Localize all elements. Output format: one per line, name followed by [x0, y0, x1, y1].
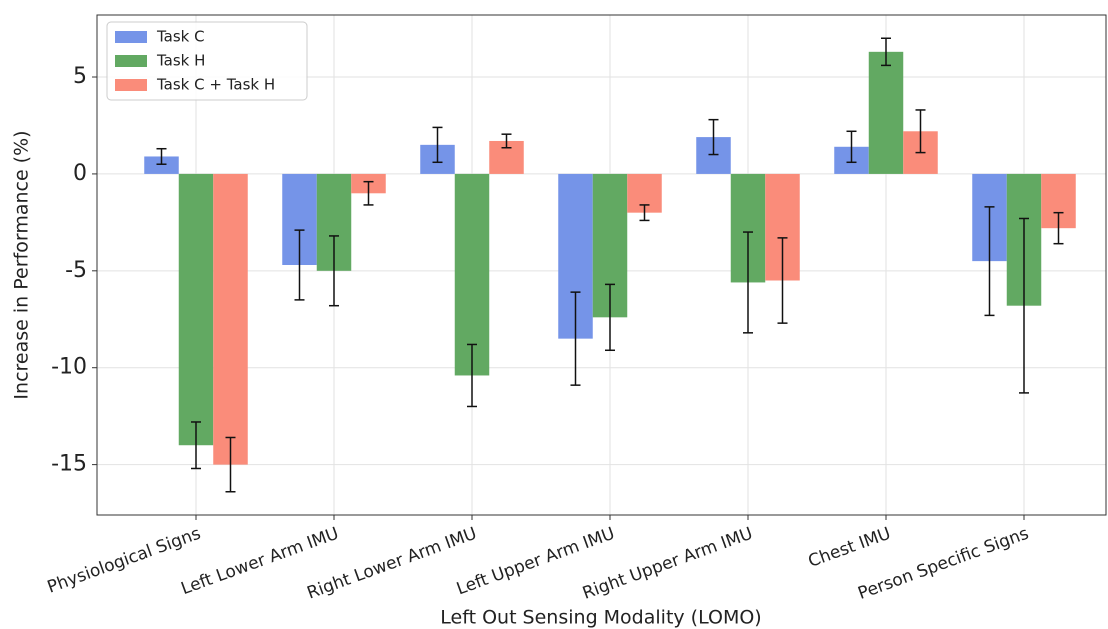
error-bar — [501, 133, 512, 149]
error-bar — [743, 231, 753, 334]
error-bar — [639, 204, 650, 222]
error-bar — [1019, 217, 1029, 394]
error-bar — [156, 147, 167, 165]
bar — [868, 51, 904, 174]
x-axis-label: Left Out Sensing Modality (LOMO) — [440, 607, 761, 629]
bar — [454, 173, 490, 376]
legend-swatch — [115, 31, 147, 43]
legend-label: Task C + Task H — [156, 76, 275, 94]
legend-swatch — [115, 55, 147, 67]
error-bar — [225, 436, 236, 493]
error-bar — [881, 37, 891, 67]
error-bar — [708, 118, 719, 156]
error-bar — [467, 343, 477, 408]
y-tick-label: 5 — [73, 64, 87, 89]
error-bar — [984, 206, 995, 317]
x-tick-label: Chest IMU — [806, 524, 894, 572]
error-bar — [432, 126, 443, 164]
error-bar — [294, 229, 305, 301]
legend-label: Task C — [156, 28, 205, 46]
error-bar — [1053, 211, 1064, 245]
bar — [213, 173, 248, 465]
error-bar — [191, 421, 201, 470]
legend-label: Task H — [156, 52, 205, 70]
error-bar — [329, 235, 339, 307]
legend-box — [106, 21, 308, 101]
y-tick-label: -15 — [51, 452, 87, 477]
plot-frame — [96, 14, 1107, 516]
error-bar — [915, 109, 926, 154]
bar — [178, 173, 214, 446]
y-tick-label: -5 — [65, 258, 87, 283]
bar — [144, 156, 179, 174]
y-axis-label: Increase in Performance (%) — [11, 130, 33, 399]
error-bar — [777, 237, 788, 324]
error-bar — [846, 130, 857, 164]
error-bar — [605, 283, 615, 352]
error-bar — [570, 291, 581, 386]
error-bar — [363, 180, 374, 206]
y-tick-label: -10 — [51, 355, 87, 380]
y-tick-label: 0 — [73, 161, 87, 186]
legend-swatch — [115, 79, 147, 91]
